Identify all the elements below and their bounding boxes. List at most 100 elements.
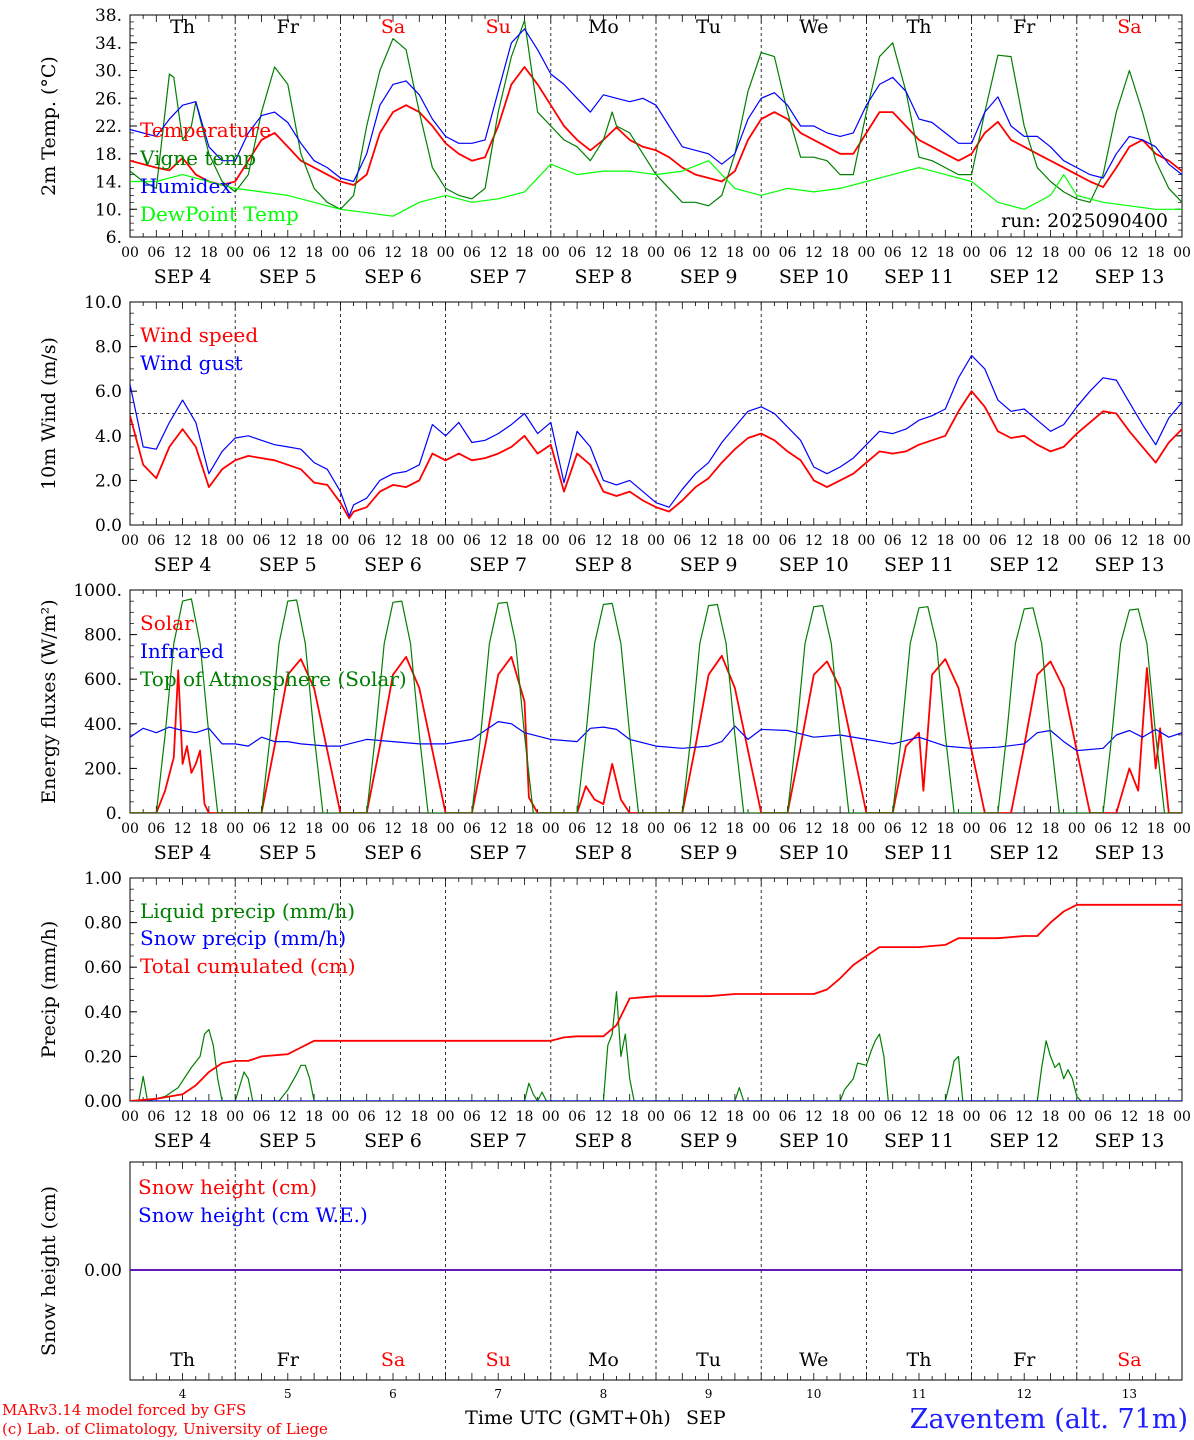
svg-text:06: 06 [884, 821, 902, 837]
svg-text:12: 12 [910, 1109, 928, 1125]
svg-text:06: 06 [989, 245, 1007, 261]
svg-text:18: 18 [621, 533, 639, 549]
date-label: SEP 9 [680, 554, 738, 576]
svg-text:18: 18 [305, 245, 323, 261]
hour-labels: 00 06 12 18 00 06 12 18 00 06 12 18 00 06 12 18 00 06 12 18… [121, 533, 1191, 549]
svg-text:12: 12 [700, 821, 718, 837]
svg-text:00: 00 [437, 821, 455, 837]
date-label: SEP 7 [469, 842, 527, 864]
y-tick-label: 4.0 [95, 427, 122, 447]
svg-text:12: 12 [910, 821, 928, 837]
date-label: SEP 13 [1094, 554, 1164, 576]
svg-text:18: 18 [305, 533, 323, 549]
y-tick-label: 1.00 [84, 869, 122, 889]
legend-entry: Wind speed [140, 323, 258, 347]
legend-entry: Humidex [140, 174, 232, 198]
svg-text:06: 06 [463, 821, 481, 837]
svg-text:18: 18 [726, 245, 744, 261]
svg-text:18: 18 [410, 245, 428, 261]
model-credit: MARv3.14 model forced by GFS [2, 1401, 246, 1419]
weekday-label: Sa [1117, 1349, 1141, 1371]
legend-entry: Liquid precip (mm/h) [140, 899, 355, 923]
svg-text:18: 18 [516, 1109, 534, 1125]
svg-text:00: 00 [857, 245, 875, 261]
weekday-label: Sa [1117, 16, 1141, 38]
svg-text:18: 18 [410, 533, 428, 549]
svg-text:00: 00 [226, 1109, 244, 1125]
svg-text:06: 06 [989, 821, 1007, 837]
date-label: SEP 11 [884, 266, 954, 288]
svg-text:18: 18 [410, 1109, 428, 1125]
svg-text:18: 18 [621, 245, 639, 261]
legend-entry: Snow height (cm W.E.) [138, 1203, 368, 1227]
legend-entry: Wind gust [140, 351, 243, 375]
svg-text:00: 00 [1173, 533, 1191, 549]
svg-text:12: 12 [805, 533, 823, 549]
y-tick-label: 0.40 [84, 1003, 122, 1023]
svg-text:06: 06 [358, 1109, 376, 1125]
svg-text:12: 12 [279, 821, 297, 837]
date-label: SEP 9 [680, 842, 738, 864]
svg-text:12: 12 [1015, 821, 1033, 837]
svg-text:06: 06 [884, 533, 902, 549]
weekday-label: Fr [1013, 1349, 1036, 1371]
y-axis-label: Precip (mm/h) [38, 921, 60, 1059]
svg-text:18: 18 [305, 1109, 323, 1125]
series-line-temperature [130, 66, 1182, 188]
y-axis-label: Energy fluxes (W/m²) [38, 599, 60, 803]
svg-text:00: 00 [752, 821, 770, 837]
y-tick-label: 0.60 [84, 958, 122, 978]
lab-credit: (c) Lab. of Climatology, University of L… [2, 1420, 328, 1438]
svg-text:18: 18 [1147, 1109, 1165, 1125]
series-line-infrared [130, 721, 1182, 752]
y-tick-label: 0.0 [95, 516, 122, 536]
svg-text:18: 18 [1147, 533, 1165, 549]
y-tick-label: 600. [84, 670, 122, 690]
y-tick-label: 0.80 [84, 914, 122, 934]
date-label: SEP 6 [364, 842, 422, 864]
svg-text:06: 06 [779, 1109, 797, 1125]
svg-text:00: 00 [226, 821, 244, 837]
panel-precip: 0.00 0.20 0.40 0.60 0.80 1.00 Precip (mm/h) Liq… [38, 869, 1191, 1152]
y-tick-label: 0.20 [84, 1047, 122, 1067]
y-tick-label: 10.0 [84, 293, 122, 313]
weekday-label: We [799, 16, 828, 38]
svg-text:06: 06 [884, 1109, 902, 1125]
series-line-liquid-precip-mm-h [130, 991, 1182, 1101]
svg-text:06: 06 [147, 1109, 165, 1125]
svg-text:06: 06 [884, 245, 902, 261]
legend-entry: Total cumulated (cm) [140, 954, 356, 978]
date-label: SEP 8 [574, 1130, 632, 1152]
svg-text:12: 12 [1120, 245, 1138, 261]
series-line-vigne-temp [130, 19, 1182, 210]
y-tick-label: 38. [95, 6, 122, 26]
svg-text:12: 12 [700, 1109, 718, 1125]
legend-entry: Snow precip (mm/h) [140, 926, 346, 950]
svg-text:18: 18 [1042, 821, 1060, 837]
hour-ticks [129, 590, 1183, 813]
date-label: SEP 12 [989, 266, 1059, 288]
date-label: SEP 10 [779, 554, 849, 576]
svg-text:18: 18 [726, 821, 744, 837]
svg-text:00: 00 [437, 1109, 455, 1125]
hour-ticks [129, 302, 1183, 525]
day-number: 8 [600, 1387, 608, 1401]
svg-text:06: 06 [673, 245, 691, 261]
day-number: 9 [705, 1387, 713, 1401]
series-line-total-cumulated-cm [130, 903, 1182, 1101]
date-label: SEP 10 [779, 266, 849, 288]
svg-text:06: 06 [989, 1109, 1007, 1125]
svg-text:12: 12 [174, 245, 192, 261]
svg-text:12: 12 [700, 533, 718, 549]
svg-text:06: 06 [147, 821, 165, 837]
svg-text:18: 18 [621, 821, 639, 837]
svg-text:18: 18 [410, 821, 428, 837]
weekday-label: Th [907, 1349, 932, 1371]
svg-text:12: 12 [174, 533, 192, 549]
date-label: SEP 6 [364, 554, 422, 576]
x-axis-month: SEP [686, 1407, 726, 1429]
svg-text:00: 00 [752, 533, 770, 549]
y-tick-label: 2.0 [95, 471, 122, 491]
svg-text:18: 18 [726, 533, 744, 549]
hour-labels: 00 06 12 18 00 06 12 18 00 06 12 18 00 06 12 18 00 06 12 18… [121, 245, 1191, 261]
